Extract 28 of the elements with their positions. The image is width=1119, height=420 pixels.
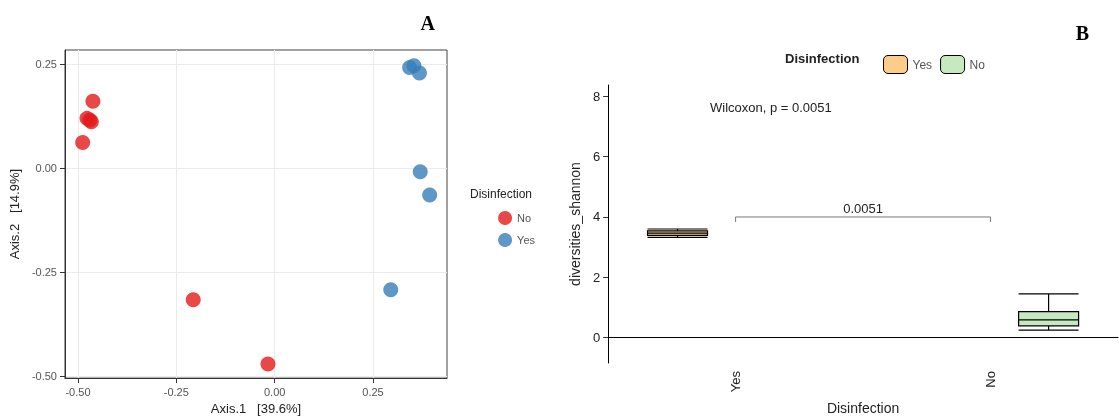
x-tick-label: 0.25 xyxy=(362,385,384,398)
legend-label: No xyxy=(517,212,532,224)
x-tick-label: Yes xyxy=(728,370,744,393)
x-tick-label: -0.50 xyxy=(65,385,91,398)
x-axis-title: Disinfection xyxy=(826,400,900,416)
x-tick-label: No xyxy=(983,371,999,388)
annotation: Wilcoxon, p = 0.0051 xyxy=(710,100,832,116)
y-tick-label: 8 xyxy=(592,88,601,104)
y-tick-label: 6 xyxy=(592,149,601,165)
y-axis-title: diversities_shannon xyxy=(567,162,583,286)
x-tick-label: 0.00 xyxy=(263,385,286,398)
y-tick-label: 0.25 xyxy=(35,57,57,70)
y-axis-title: Axis.2 [14.9%] xyxy=(7,168,22,260)
y-tick-label: 2 xyxy=(592,269,601,285)
x-axis-title: Axis.1 [39.6%] xyxy=(210,401,302,416)
y-tick-label: 0 xyxy=(592,330,601,346)
x-tick-label: -0.25 xyxy=(163,385,189,398)
chart-title: A xyxy=(420,12,436,34)
legend-label: Yes xyxy=(912,57,933,72)
legend-label: Yes xyxy=(517,234,536,246)
annotation: 0.0051 xyxy=(843,200,883,216)
legend-label: No xyxy=(969,57,986,72)
legend-title: Disinfection xyxy=(785,51,860,66)
y-tick-label: 0.00 xyxy=(35,161,57,174)
y-tick-label: 4 xyxy=(592,209,601,225)
chart-title: B xyxy=(1075,22,1089,44)
legend-title: Disinfection xyxy=(469,187,532,201)
y-tick-label: -0.25 xyxy=(31,266,57,279)
